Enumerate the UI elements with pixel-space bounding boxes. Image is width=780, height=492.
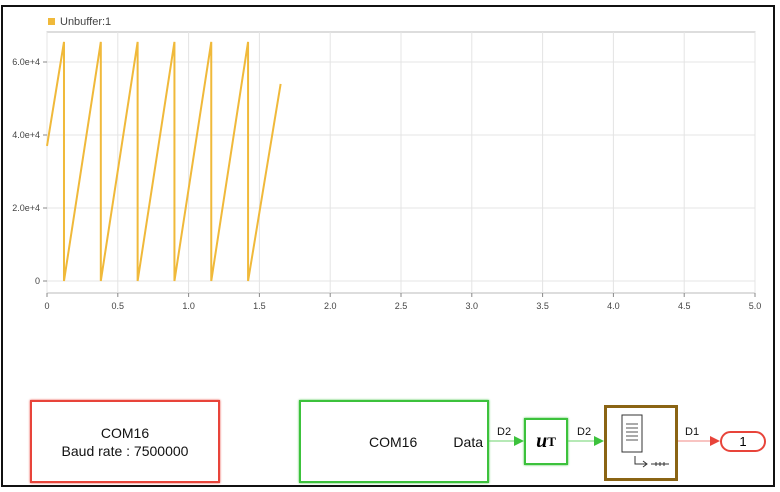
arrow-icon <box>514 436 524 446</box>
transpose-sup: T <box>547 433 556 449</box>
x-tick-label: 4.0 <box>607 301 620 311</box>
config-port-label: COM16 <box>100 424 150 441</box>
series-line-unbuffer-1 <box>46 41 282 282</box>
legend-swatch <box>48 18 55 25</box>
transpose-base: u <box>536 430 548 452</box>
receive-port-label: COM16 <box>369 434 418 450</box>
x-tick-label: 1.0 <box>182 301 195 311</box>
canvas-frame <box>1 5 775 487</box>
x-tick-label: 0.5 <box>112 301 125 311</box>
outport-label: 1 <box>739 434 747 449</box>
legend-label[interactable]: Unbuffer:1 <box>60 16 111 28</box>
serial-config-block[interactable]: COM16 Baud rate : 7500000 <box>30 400 220 483</box>
x-tick-label: 3.5 <box>536 301 549 311</box>
unbuffer-icon <box>621 414 669 468</box>
x-tick-label: 4.5 <box>678 301 691 311</box>
x-tick-label: 1.5 <box>253 301 266 311</box>
config-baud-label: Baud rate : 7500000 <box>61 442 189 459</box>
y-tick-label: 0 <box>35 276 40 286</box>
y-tick-label: 2.0e+4 <box>12 203 40 213</box>
x-tick-label: 0 <box>44 301 49 311</box>
signal-label-d1: D1 <box>685 426 700 438</box>
y-tick-label: 4.0e+4 <box>12 130 40 140</box>
outport-block[interactable]: 1 <box>720 431 766 452</box>
y-tick-label: 6.0e+4 <box>12 57 40 67</box>
x-tick-label: 2.0 <box>324 301 337 311</box>
x-tick-label: 5.0 <box>749 301 762 311</box>
receive-data-port: Data <box>453 434 483 450</box>
arrow-icon <box>594 436 604 446</box>
scope-plot: Unbuffer:1 0 0.5 1.0 1.5 2.0 2.5 3.0 3.5 4.0 4.5 5… <box>12 16 762 311</box>
signal-label-d2-a: D2 <box>497 426 512 438</box>
arrow-icon <box>710 436 720 446</box>
x-tick-label: 2.5 <box>395 301 408 311</box>
serial-receive-block[interactable]: COM16 Data <box>299 400 489 483</box>
unbuffer-block[interactable] <box>604 405 678 481</box>
signal-label-d2-b: D2 <box>577 426 592 438</box>
x-tick-label: 3.0 <box>466 301 479 311</box>
